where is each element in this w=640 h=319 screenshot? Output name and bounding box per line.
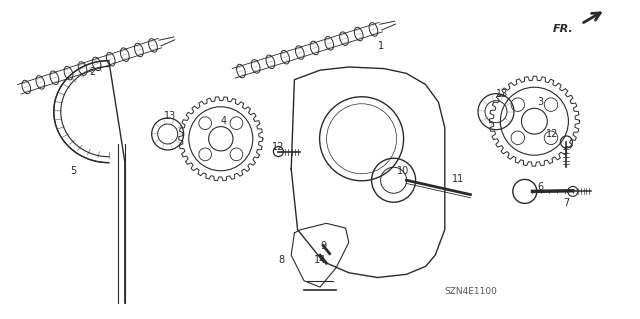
- Text: 8: 8: [278, 255, 285, 265]
- Text: 12: 12: [545, 129, 558, 139]
- Text: 2: 2: [90, 67, 96, 77]
- Text: 9: 9: [320, 241, 326, 251]
- Text: 6: 6: [538, 182, 544, 192]
- Text: 12: 12: [272, 142, 285, 152]
- Text: 7: 7: [563, 197, 570, 208]
- Text: 11: 11: [451, 174, 464, 184]
- Text: 14: 14: [314, 255, 326, 265]
- Text: 4: 4: [221, 116, 227, 126]
- Text: 10: 10: [397, 166, 410, 176]
- Text: 5: 5: [70, 166, 77, 176]
- Text: 3: 3: [538, 97, 544, 107]
- Text: 1: 1: [378, 41, 384, 51]
- Text: 13: 13: [496, 89, 509, 99]
- Text: 13: 13: [163, 111, 176, 122]
- Text: FR.: FR.: [553, 24, 573, 34]
- Text: SZN4E1100: SZN4E1100: [444, 287, 497, 296]
